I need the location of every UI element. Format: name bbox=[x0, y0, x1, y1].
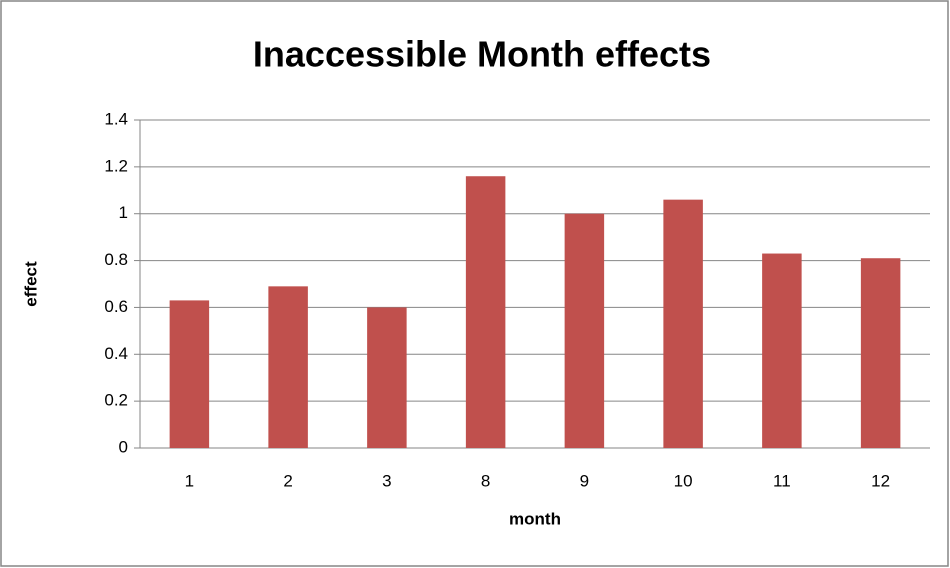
y-tick-label: 1 bbox=[119, 203, 128, 222]
y-tick-label: 0 bbox=[119, 437, 128, 456]
x-tick-label: 3 bbox=[382, 471, 391, 490]
x-tick-label: 12 bbox=[871, 471, 890, 490]
bar bbox=[663, 199, 703, 448]
y-axis-label: effect bbox=[21, 261, 40, 307]
x-tick-label: 10 bbox=[674, 471, 693, 490]
y-tick-label: 0.6 bbox=[104, 297, 128, 316]
x-tick-label: 8 bbox=[481, 471, 490, 490]
y-tick-label: 1.4 bbox=[104, 109, 128, 128]
bar bbox=[169, 300, 210, 448]
y-tick-label: 0.2 bbox=[104, 391, 128, 410]
bar bbox=[268, 286, 308, 448]
bar bbox=[860, 258, 901, 448]
x-tick-label: 2 bbox=[283, 471, 292, 490]
bar bbox=[564, 213, 605, 448]
x-axis-label: month bbox=[509, 509, 561, 528]
x-tick-label: 11 bbox=[773, 471, 791, 490]
bar bbox=[367, 307, 407, 448]
y-tick-label: 1.2 bbox=[104, 156, 128, 175]
x-tick-label: 9 bbox=[580, 471, 589, 490]
x-tick-label: 1 bbox=[185, 471, 194, 490]
y-tick-label: 0.8 bbox=[104, 250, 128, 269]
bar bbox=[762, 253, 802, 448]
y-tick-label: 0.4 bbox=[104, 344, 128, 363]
chart-title: Inaccessible Month effects bbox=[253, 34, 711, 75]
bar bbox=[465, 176, 506, 448]
